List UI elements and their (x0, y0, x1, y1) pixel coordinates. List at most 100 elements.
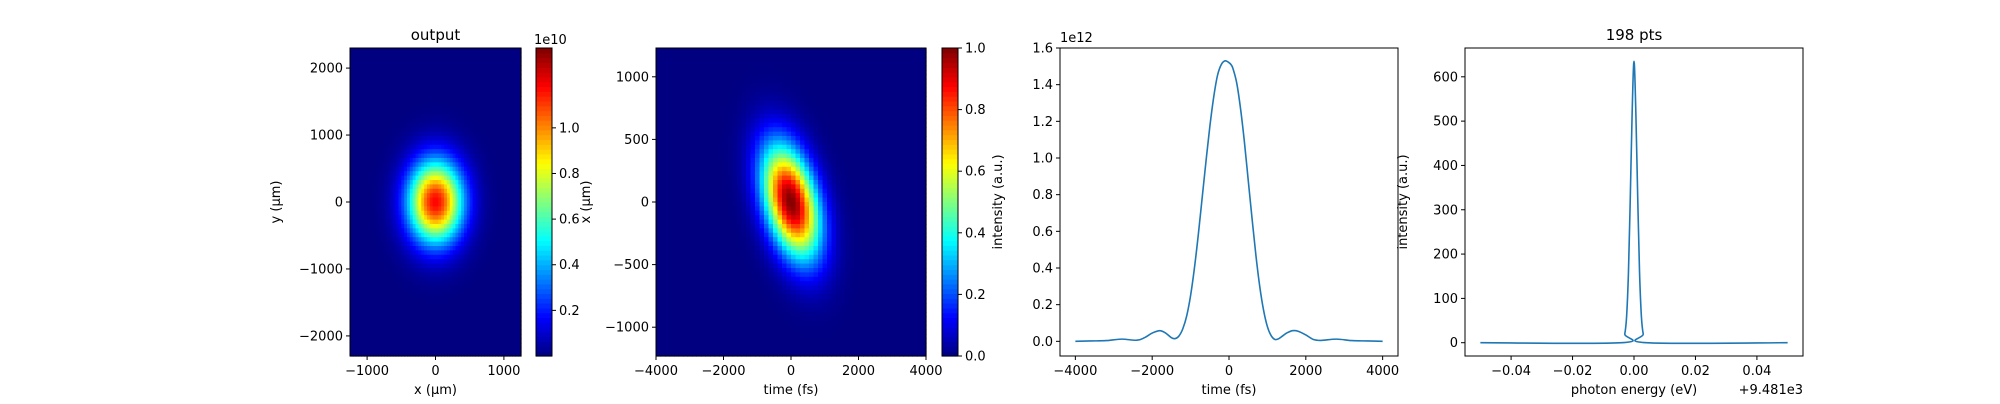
heatmap-cell (697, 96, 702, 101)
colorbar-swatch (536, 178, 552, 183)
heatmap-cell (715, 83, 720, 88)
heatmap-cell (737, 48, 742, 53)
heatmap-cell (769, 88, 774, 93)
heatmap-cell (814, 79, 819, 84)
heatmap-cell (764, 66, 769, 71)
heatmap-cell (886, 66, 891, 71)
heatmap-cell (845, 57, 850, 62)
heatmap-cell (733, 61, 738, 66)
heatmap-cell (665, 52, 670, 57)
heatmap-cell (809, 70, 814, 75)
heatmap-cell (679, 74, 684, 79)
heatmap-cell (683, 83, 688, 88)
colorbar-swatch (536, 269, 552, 274)
heatmap-cell (791, 70, 796, 75)
heatmap-cell (913, 74, 918, 79)
heatmap-cell (908, 79, 913, 84)
heatmap-cell (724, 92, 729, 97)
heatmap-cell (782, 96, 787, 101)
colorbar-swatch (536, 192, 552, 197)
heatmap-cell (805, 79, 810, 84)
heatmap-cell (913, 83, 918, 88)
heatmap-cell (823, 48, 828, 53)
colorbar-swatch (536, 77, 552, 82)
heatmap-cell (796, 79, 801, 84)
heatmap-cell (769, 66, 774, 71)
heatmap-cell (886, 52, 891, 57)
heatmap-cell (904, 61, 909, 66)
heatmap-cell (899, 74, 904, 79)
heatmap-cell (827, 83, 832, 88)
heatmap-cell (863, 88, 868, 93)
heatmap-cell (737, 70, 742, 75)
heatmap-cell (827, 96, 832, 101)
heatmap-cell (899, 79, 904, 84)
heatmap-cell (773, 52, 778, 57)
heatmap-cell (665, 83, 670, 88)
heatmap-cell (679, 48, 684, 53)
heatmap-cell (886, 92, 891, 97)
heatmap-cell (877, 88, 882, 93)
heatmap-cell (692, 96, 697, 101)
heatmap-cell (890, 74, 895, 79)
heatmap-cell (854, 57, 859, 62)
heatmap-cell (818, 96, 823, 101)
heatmap-cell (814, 88, 819, 93)
heatmap-cell (760, 96, 765, 101)
heatmap-cell (710, 74, 715, 79)
heatmap-cell (733, 79, 738, 84)
heatmap-cell (773, 88, 778, 93)
heatmap-cell (737, 96, 742, 101)
colorbar-swatch (536, 289, 552, 294)
heatmap-cell (746, 96, 751, 101)
heatmap-cell (841, 88, 846, 93)
colorbar-swatch (536, 245, 552, 250)
heatmap-cell (742, 79, 747, 84)
heatmap-cell (818, 61, 823, 66)
heatmap-cell (692, 79, 697, 84)
heatmap-cell (742, 96, 747, 101)
heatmap-cell (868, 70, 873, 75)
heatmap-cell (854, 52, 859, 57)
heatmap-cell (773, 83, 778, 88)
heatmap-cell (665, 61, 670, 66)
heatmap-cell (679, 88, 684, 93)
heatmap-cell (670, 79, 675, 84)
y-tick-label: 2000 (310, 62, 343, 77)
heatmap-cell (715, 74, 720, 79)
heatmap-cell (706, 61, 711, 66)
colorbar-swatch (536, 284, 552, 289)
heatmap-cell (701, 74, 706, 79)
heatmap-cell (733, 96, 738, 101)
colorbar-swatch (536, 159, 552, 164)
heatmap-cell (661, 57, 666, 62)
heatmap-cell (796, 66, 801, 71)
heatmap-cell (872, 70, 877, 75)
colorbar-swatch (536, 250, 552, 255)
colorbar-tick-label: 1.0 (559, 121, 580, 136)
heatmap-cell (904, 52, 909, 57)
heatmap-cell (917, 48, 922, 53)
heatmap-cell (886, 74, 891, 79)
heatmap-cell (733, 48, 738, 53)
heatmap-cell (755, 83, 760, 88)
heatmap-cell (805, 92, 810, 97)
heatmap-cell (656, 66, 661, 71)
heatmap-cell (908, 83, 913, 88)
heatmap-cell (746, 92, 751, 97)
heatmap-cell (845, 79, 850, 84)
heatmap-cell (850, 48, 855, 53)
heatmap-cell (859, 88, 864, 93)
heatmap-cell (742, 57, 747, 62)
colorbar-swatch (536, 48, 552, 53)
heatmap-cell (908, 52, 913, 57)
heatmap-cell (877, 70, 882, 75)
heatmap-cell (755, 61, 760, 66)
heatmap-cell (661, 74, 666, 79)
heatmap-cell (859, 48, 864, 53)
heatmap-cell (710, 66, 715, 71)
heatmap-cell (751, 83, 756, 88)
heatmap-cell (769, 61, 774, 66)
heatmap-cell (733, 92, 738, 97)
